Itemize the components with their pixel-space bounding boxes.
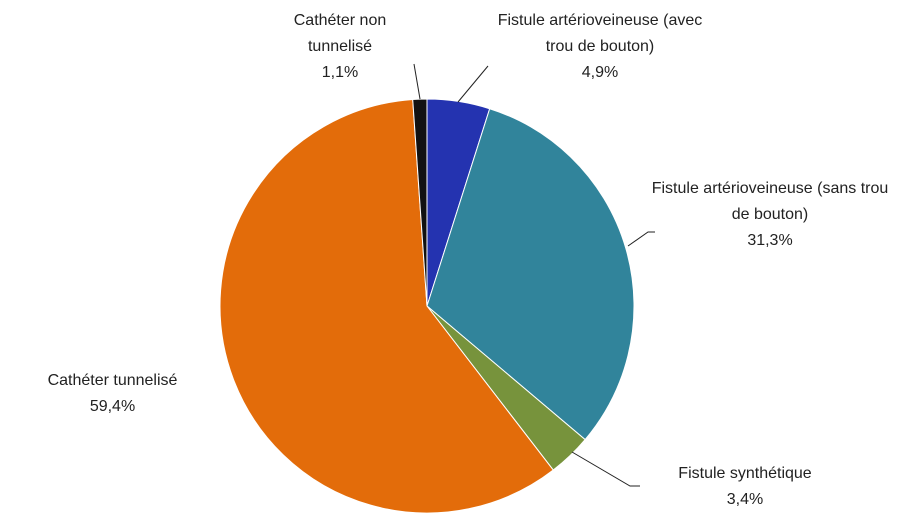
slice-label: Fistule artérioveineuse (avec trou de bo… xyxy=(495,8,705,86)
category-label: Fistule artérioveineuse (sans trou de bo… xyxy=(651,180,889,223)
leader-line xyxy=(413,63,421,100)
value-label: 4,9% xyxy=(581,64,619,81)
category-label: Cathéter tunnelisé xyxy=(47,372,178,389)
leader-line xyxy=(457,65,489,103)
value-label: 3,4% xyxy=(726,491,764,508)
leader-line xyxy=(571,451,640,487)
category-label: Fistule artérioveineuse (avec trou de bo… xyxy=(497,12,703,55)
leader-line xyxy=(627,231,655,247)
slices xyxy=(219,98,635,514)
pie-slice xyxy=(412,98,428,307)
category-label: Fistule synthétique xyxy=(678,465,812,482)
value-label: 1,1% xyxy=(321,64,359,81)
category-label: Cathéter non tunnelisé xyxy=(293,12,387,55)
value-label: 31,3% xyxy=(747,232,793,249)
pie-slice xyxy=(219,98,554,514)
slice-label: Fistule synthétique 3,4% xyxy=(640,461,850,513)
slice-label: Cathéter tunnelisé 59,4% xyxy=(0,368,225,420)
leader-lines xyxy=(413,63,655,487)
slice-label: Fistule artérioveineuse (sans trou de bo… xyxy=(650,176,890,254)
value-label: 59,4% xyxy=(89,398,136,415)
slice-label: Cathéter non tunnelisé 1,1% xyxy=(270,8,410,86)
pie-slice xyxy=(426,108,635,441)
